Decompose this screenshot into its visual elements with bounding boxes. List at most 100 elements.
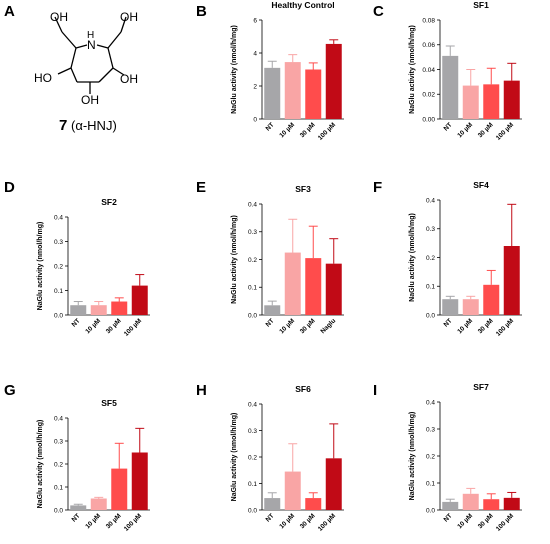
x-tick-label: 100 µM <box>317 512 337 532</box>
bar <box>442 55 459 119</box>
y-axis-label: NaGlu activity (nmol/h/mg) <box>37 420 44 509</box>
bar <box>111 468 128 510</box>
y-tick-label: 0.02 <box>422 92 435 99</box>
bar-charts: B Healthy Control 0 2 4 6 NaGlu activity (nmol… <box>4 0 522 533</box>
x-tick-label: NT <box>265 317 276 328</box>
bar <box>325 458 342 510</box>
bar <box>264 305 281 315</box>
atom-oh-left: OH <box>50 10 68 24</box>
y-tick-label: 0.3 <box>426 226 435 233</box>
y-axis-label: NaGlu activity (nmol/h/mg) <box>231 215 238 304</box>
y-axis-label: NaGlu activity (nmol/h/mg) <box>231 413 238 502</box>
x-tick-label: 100 µM <box>317 121 337 141</box>
bar <box>462 493 479 510</box>
y-tick-label: 0.08 <box>422 17 435 24</box>
y-axis-label: NaGlu activity (nmol/h/mg) <box>409 25 416 114</box>
compound-name: (α-HNJ) <box>71 118 117 133</box>
panel-label: H <box>196 382 207 399</box>
y-tick-label: 0.4 <box>54 214 63 221</box>
panel-label: G <box>4 382 16 399</box>
atom-oh-bottom: OH <box>81 93 99 107</box>
bar <box>264 498 281 510</box>
compound-number: 7 <box>59 117 67 134</box>
panel-label: C <box>373 3 384 20</box>
panel-label: I <box>373 382 377 399</box>
x-tick-label: NT <box>443 317 454 328</box>
chart-f: F SF4 0.0 0.1 0.2 0.3 0.4 NaGlu activity (nmol/… <box>373 179 522 338</box>
bar <box>483 284 500 315</box>
x-tick-label: 10 µM <box>84 512 102 530</box>
bar <box>483 499 500 510</box>
atom-h: H <box>87 30 94 41</box>
y-tick-label: 0.3 <box>54 239 63 246</box>
panel-label: B <box>196 3 207 20</box>
y-axis-label: NaGlu activity (nmol/h/mg) <box>37 222 44 311</box>
chart-e: E SF3 0.0 0.1 0.2 0.3 0.4 NaGlu activity (nmol/… <box>196 179 344 335</box>
y-tick-label: 2 <box>253 83 257 90</box>
compound-structure: A OH OH N H HO OH OH 7 (α-HNJ) <box>4 3 138 134</box>
bar <box>284 252 301 315</box>
x-tick-label: 30 µM <box>299 512 317 530</box>
chart-title: SF2 <box>101 197 117 207</box>
x-tick-label: 30 µM <box>105 317 123 335</box>
panel-label-a: A <box>4 3 15 20</box>
y-tick-label: 0.2 <box>54 263 63 270</box>
x-tick-label: 10 µM <box>456 317 474 335</box>
y-tick-label: 0.0 <box>54 507 63 514</box>
panel-label: F <box>373 179 382 196</box>
chart-i: I SF7 0.0 0.1 0.2 0.3 0.4 NaGlu activity (nmol/… <box>373 382 522 533</box>
y-tick-label: 0.0 <box>426 507 435 514</box>
x-tick-label: 30 µM <box>105 512 123 530</box>
x-tick-label: NT <box>265 512 276 523</box>
bar <box>284 471 301 510</box>
x-tick-label: 100 µM <box>495 121 515 141</box>
bar <box>462 299 479 315</box>
y-axis-label: NaGlu activity (nmol/h/mg) <box>231 25 238 114</box>
x-tick-label: NT <box>265 121 276 132</box>
x-tick-label: 100 µM <box>123 512 143 532</box>
y-tick-label: 0.4 <box>54 415 63 422</box>
y-tick-label: 0.1 <box>54 484 63 491</box>
y-axis-label: NaGlu activity (nmol/h/mg) <box>409 412 416 501</box>
bar <box>131 285 148 315</box>
bar <box>442 299 459 315</box>
bar <box>442 501 459 510</box>
x-tick-label: NT <box>443 121 454 132</box>
x-tick-label: 10 µM <box>456 121 474 139</box>
x-tick-label: 30 µM <box>299 121 317 139</box>
y-tick-label: 0.0 <box>54 312 63 319</box>
panel-label: E <box>196 179 206 196</box>
bar <box>305 69 322 119</box>
chart-title: SF5 <box>101 398 117 408</box>
x-tick-label: 100 µM <box>123 317 143 337</box>
x-tick-label: NT <box>443 512 454 523</box>
bar <box>90 305 107 315</box>
x-tick-label: 30 µM <box>477 121 495 139</box>
bar <box>462 85 479 119</box>
bar <box>70 505 87 510</box>
y-tick-label: 0.2 <box>426 453 435 460</box>
y-tick-label: 0.3 <box>248 428 257 435</box>
atom-n: N <box>87 38 96 52</box>
chart-title: SF3 <box>295 184 311 194</box>
y-axis-label: NaGlu activity (nmol/h/mg) <box>409 213 416 302</box>
y-tick-label: 0.1 <box>426 284 435 291</box>
x-tick-label: 10 µM <box>278 317 296 335</box>
bar <box>90 498 107 510</box>
x-tick-label: NT <box>71 317 82 328</box>
bar <box>483 84 500 119</box>
bar <box>325 43 342 119</box>
y-tick-label: 0.1 <box>426 480 435 487</box>
x-tick-label: Naglu <box>319 317 337 335</box>
chart-g: G SF5 0.0 0.1 0.2 0.3 0.4 NaGlu activity (nmol/… <box>4 382 150 533</box>
bar <box>503 246 520 315</box>
chart-c: C SF1 0.00 0.02 0.04 0.06 0.08 NaGlu activity (… <box>373 0 522 142</box>
y-tick-label: 0.0 <box>426 312 435 319</box>
y-tick-label: 0.2 <box>248 454 257 461</box>
y-tick-label: 0.1 <box>54 288 63 295</box>
x-tick-label: 10 µM <box>456 512 474 530</box>
chart-title: SF4 <box>473 180 489 190</box>
chart-title: SF6 <box>295 384 311 394</box>
x-tick-label: 30 µM <box>299 317 317 335</box>
